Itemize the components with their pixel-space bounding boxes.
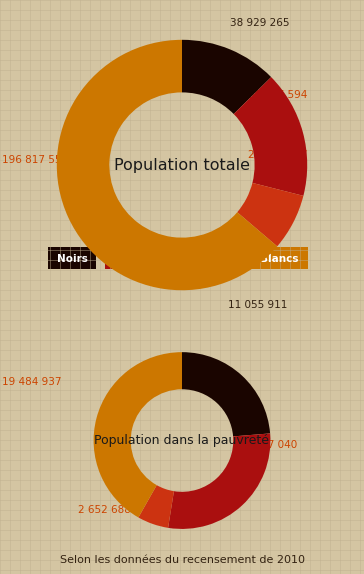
Wedge shape <box>234 77 307 196</box>
Text: 22 521 127: 22 521 127 <box>248 150 308 160</box>
Text: Blancs: Blancs <box>260 254 298 263</box>
Wedge shape <box>168 433 270 529</box>
FancyBboxPatch shape <box>48 247 96 269</box>
Text: 11 055 911: 11 055 911 <box>228 300 287 310</box>
Text: 50 477 594: 50 477 594 <box>248 90 307 100</box>
Text: Autre: Autre <box>191 254 223 263</box>
Wedge shape <box>182 352 270 436</box>
Text: Noirs: Noirs <box>56 254 87 263</box>
Wedge shape <box>182 40 271 114</box>
Text: Latinos: Latinos <box>116 254 159 263</box>
FancyBboxPatch shape <box>105 247 170 269</box>
Text: 13 427 040: 13 427 040 <box>238 440 297 450</box>
Text: Selon les données du recensement de 2010: Selon les données du recensement de 2010 <box>59 555 305 565</box>
FancyBboxPatch shape <box>185 247 229 269</box>
Text: 2 652 688: 2 652 688 <box>78 505 131 515</box>
Wedge shape <box>237 183 303 246</box>
Text: Population dans la pauvreté: Population dans la pauvreté <box>95 434 269 447</box>
Wedge shape <box>94 352 182 517</box>
Wedge shape <box>57 40 277 290</box>
Text: 19 484 937: 19 484 937 <box>2 377 62 387</box>
Text: 38 929 265: 38 929 265 <box>230 18 289 28</box>
Wedge shape <box>138 485 174 528</box>
Text: 196 817 552: 196 817 552 <box>2 155 68 165</box>
Text: Population totale: Population totale <box>114 157 250 173</box>
FancyBboxPatch shape <box>250 247 308 269</box>
